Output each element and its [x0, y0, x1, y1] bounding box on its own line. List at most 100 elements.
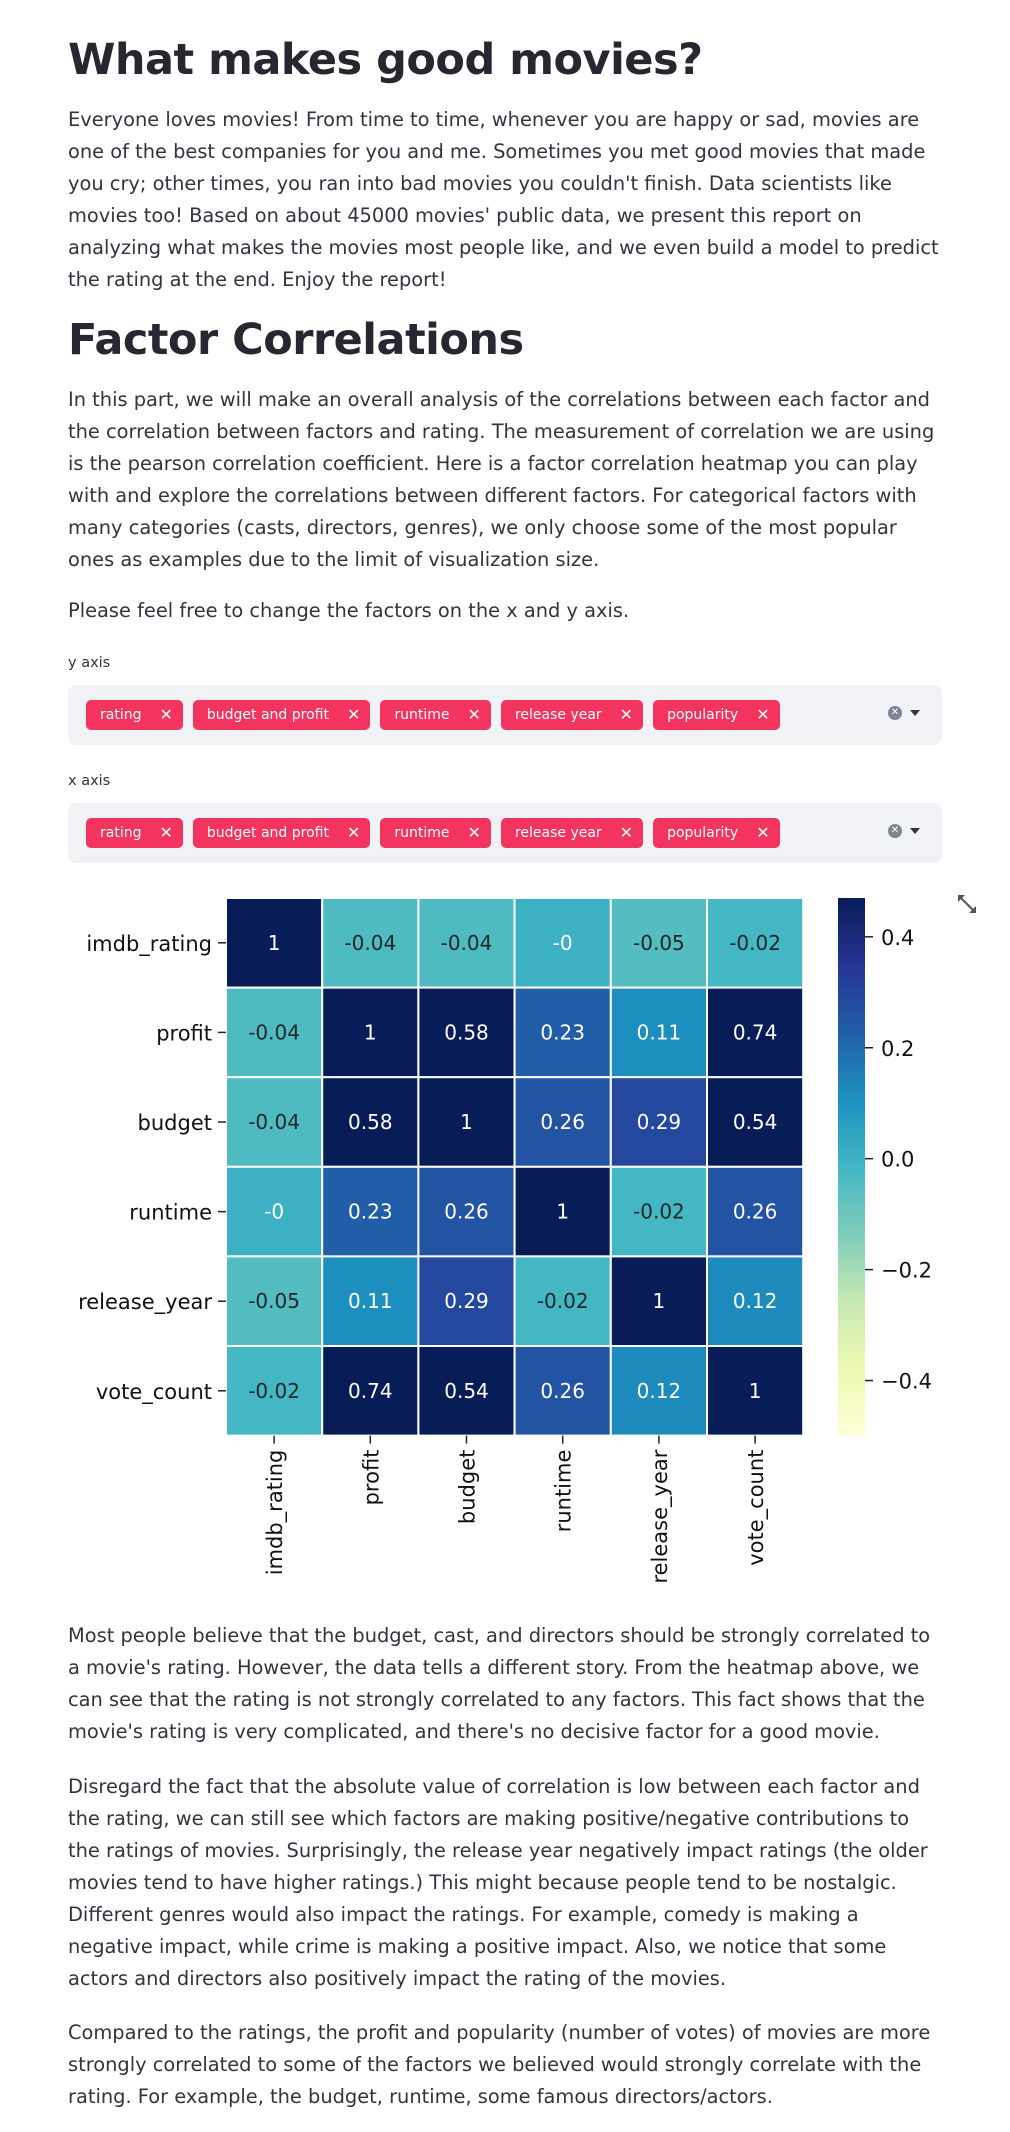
remove-tag-icon[interactable]: ✕: [756, 705, 770, 724]
y-tick-label: imdb_rating: [86, 932, 212, 957]
remove-tag-icon[interactable]: ✕: [159, 705, 173, 724]
heatmap-cell: [609, 986, 708, 1079]
remove-tag-icon[interactable]: ✕: [467, 823, 481, 842]
remove-tag-icon[interactable]: ✕: [619, 823, 634, 842]
y-tag-runtime: runtime ✕: [380, 700, 491, 730]
clear-all-icon[interactable]: ✕: [888, 824, 902, 838]
heatmap-cell: [321, 1255, 420, 1348]
heatmap-cell: [706, 1345, 805, 1437]
cell-value-label: -0.02: [633, 1200, 685, 1224]
chevron-down-icon[interactable]: [910, 828, 920, 834]
select-controls: ✕: [888, 706, 920, 720]
heatmap-cell: [513, 1255, 612, 1348]
y-tick-label: runtime: [129, 1201, 212, 1225]
heatmap-cell: [609, 1165, 708, 1258]
x-tag-runtime: runtime ✕: [380, 818, 491, 848]
cell-value-label: 0.11: [348, 1289, 393, 1313]
heatmap-cell: [417, 897, 516, 989]
heatmap-cell: [321, 897, 420, 989]
tag-label: rating: [100, 825, 142, 841]
cell-value-label: 1: [460, 1110, 473, 1134]
heatmap-cell: [609, 1076, 708, 1168]
x-tick-label: imdb_rating: [263, 1450, 288, 1576]
page-title: What makes good movies?: [68, 35, 703, 85]
cell-value-label: 0.11: [637, 1020, 682, 1044]
heatmap-cell: [417, 1165, 516, 1258]
cell-value-label: 1: [364, 1020, 377, 1044]
heatmap-cell: [513, 897, 612, 989]
heatmap-cell: [609, 897, 708, 989]
chevron-down-icon[interactable]: [910, 710, 920, 716]
cell-value-label: 0.54: [444, 1379, 489, 1403]
cell-value-label: 0.12: [637, 1379, 682, 1403]
heatmap-cell: [225, 986, 324, 1079]
y-tag-budget-profit: budget and profit ✕: [192, 700, 371, 730]
x-axis-label: x axis: [68, 773, 111, 789]
cell-value-label: 0.26: [540, 1110, 585, 1134]
cell-value-label: 0.26: [540, 1379, 585, 1403]
tag-label: release year: [514, 825, 602, 841]
colorbar-tick-label: 0.0: [881, 1148, 914, 1172]
tag-label: release year: [514, 707, 602, 723]
cell-value-label: -0.04: [248, 1020, 300, 1044]
tag-label: runtime: [394, 825, 450, 841]
heatmap-cell: [706, 986, 805, 1079]
cell-value-label: -0.04: [248, 1110, 300, 1134]
heatmap-cell: [706, 1076, 805, 1168]
cell-value-label: 0.23: [540, 1020, 585, 1044]
clear-all-icon[interactable]: ✕: [888, 706, 902, 720]
cell-value-label: -0.04: [441, 931, 493, 955]
tag-label: rating: [100, 707, 142, 723]
y-axis-multiselect[interactable]: rating ✕ budget and profit ✕ runtime ✕ rele…: [68, 685, 942, 745]
y-axis-label: y axis: [68, 655, 111, 671]
result-paragraph-1: Most people believe that the budget, cas…: [68, 1624, 931, 1743]
heatmap-cell: [706, 1165, 805, 1258]
cell-value-label: 0.74: [733, 1020, 778, 1044]
y-tag-rating: rating ✕: [86, 700, 183, 730]
cell-value-label: 0.54: [733, 1110, 778, 1134]
cell-value-label: -0.04: [344, 931, 396, 955]
x-tag-budget-profit: budget and profit ✕: [192, 818, 371, 848]
cell-value-label: -0: [264, 1200, 284, 1224]
remove-tag-icon[interactable]: ✕: [467, 705, 481, 724]
heatmap-cell: [609, 1255, 708, 1348]
x-tick-label: profit: [359, 1450, 383, 1506]
x-tick-label: release_year: [648, 1449, 673, 1583]
cell-value-label: 1: [268, 931, 281, 955]
heatmap-cell: [609, 1345, 708, 1437]
x-tick-label: vote_count: [744, 1450, 769, 1566]
cell-value-label: 0.23: [348, 1200, 393, 1224]
tag-label: budget and profit: [206, 825, 329, 841]
heatmap-cell: [706, 1255, 805, 1348]
cell-value-label: -0.05: [633, 931, 685, 955]
y-tag-release-year: release year ✕: [500, 700, 644, 730]
cell-value-label: 1: [653, 1289, 666, 1313]
x-axis-multiselect[interactable]: rating ✕ budget and profit ✕ runtime ✕ rele…: [68, 803, 942, 863]
remove-tag-icon[interactable]: ✕: [346, 823, 361, 842]
cell-value-label: 1: [556, 1200, 569, 1224]
fullscreen-icon[interactable]: [956, 893, 978, 915]
heatmap-cell: [417, 1255, 516, 1348]
remove-tag-icon[interactable]: ✕: [756, 823, 770, 842]
heatmap-cell: [513, 1345, 612, 1437]
remove-tag-icon[interactable]: ✕: [159, 823, 173, 842]
cell-value-label: 0.29: [444, 1289, 489, 1313]
cell-value-label: 0.58: [348, 1110, 393, 1134]
remove-tag-icon[interactable]: ✕: [619, 705, 634, 724]
colorbar-tick-label: −0.4: [881, 1370, 932, 1394]
y-tick-label: budget: [138, 1111, 212, 1135]
heatmap-cell: [321, 1165, 420, 1258]
heatmap-cell: [225, 1345, 324, 1437]
remove-tag-icon[interactable]: ✕: [346, 705, 361, 724]
heatmap-cell: [513, 1165, 612, 1258]
cell-value-label: -0.02: [248, 1379, 300, 1403]
cell-value-label: 0.74: [348, 1379, 393, 1403]
heatmap-cell: [706, 897, 805, 989]
heatmap-cell: [417, 1076, 516, 1168]
tag-label: budget and profit: [206, 707, 329, 723]
cell-value-label: -0: [553, 931, 573, 955]
cell-value-label: 0.12: [733, 1289, 778, 1313]
cell-value-label: 0.26: [733, 1200, 778, 1224]
tag-label: popularity: [667, 825, 739, 841]
y-tick-label: profit: [156, 1021, 212, 1045]
